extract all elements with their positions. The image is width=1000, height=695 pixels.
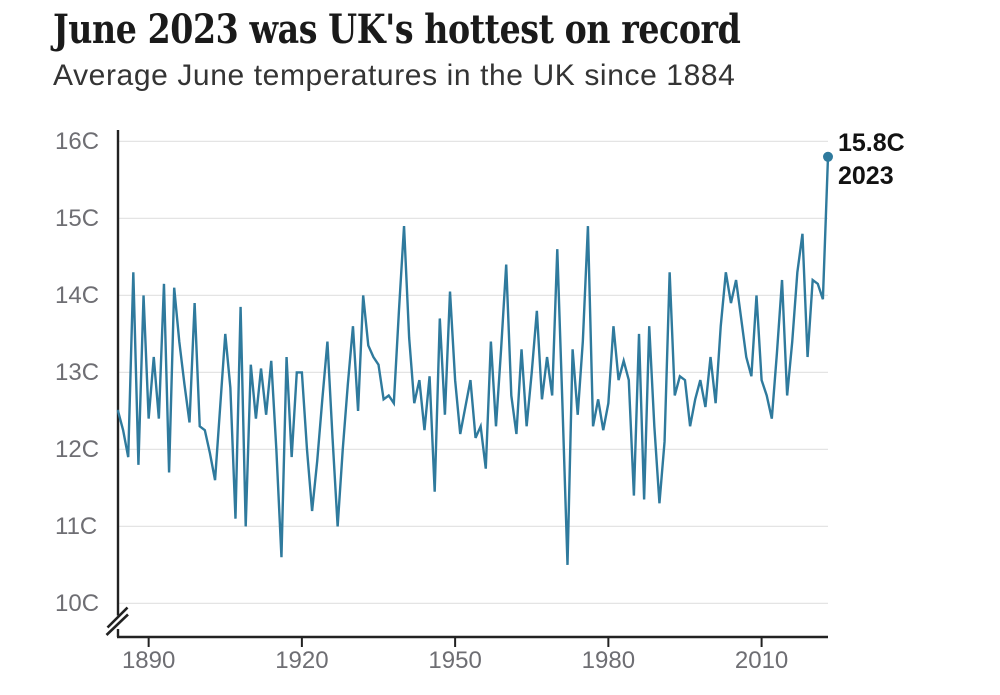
y-tick-label-13C: 13C [55, 359, 99, 386]
endpoint-dot-2023 [823, 151, 833, 162]
chart-title: June 2023 was UK's hottest on record [53, 6, 741, 53]
chart-subtitle: Average June temperatures in the UK sinc… [53, 59, 736, 92]
axis-break-slash-upper [106, 606, 129, 629]
x-tick-label-1920: 1920 [275, 647, 328, 674]
annotation-year-label: 2023 [838, 162, 894, 190]
gridlines [118, 140, 828, 605]
temperature-polyline [116, 155, 830, 565]
x-tick-label-1980: 1980 [582, 647, 635, 674]
annotation-value-label: 15.8C [838, 129, 905, 157]
y-tick-label-16C: 16C [55, 128, 99, 155]
y-tick-label-12C: 12C [55, 436, 99, 463]
axis-labels: 16C 15C 14C 13C 12C 11C 10C 1890 1920 1950 1980 201… [55, 128, 788, 674]
axis-break-slash-lower [105, 613, 129, 636]
axes [105, 130, 828, 647]
temperature-line [116, 151, 833, 565]
x-tick-label-1890: 1890 [122, 647, 175, 674]
y-tick-label-14C: 14C [55, 282, 99, 309]
y-tick-label-15C: 15C [55, 205, 99, 232]
x-tick-label-2010: 2010 [735, 647, 788, 674]
y-tick-label-11C: 11C [55, 513, 97, 540]
annotation: 15.8C 2023 [838, 129, 905, 190]
x-tick-label-1950: 1950 [428, 647, 481, 674]
y-tick-label-10C: 10C [55, 590, 99, 617]
